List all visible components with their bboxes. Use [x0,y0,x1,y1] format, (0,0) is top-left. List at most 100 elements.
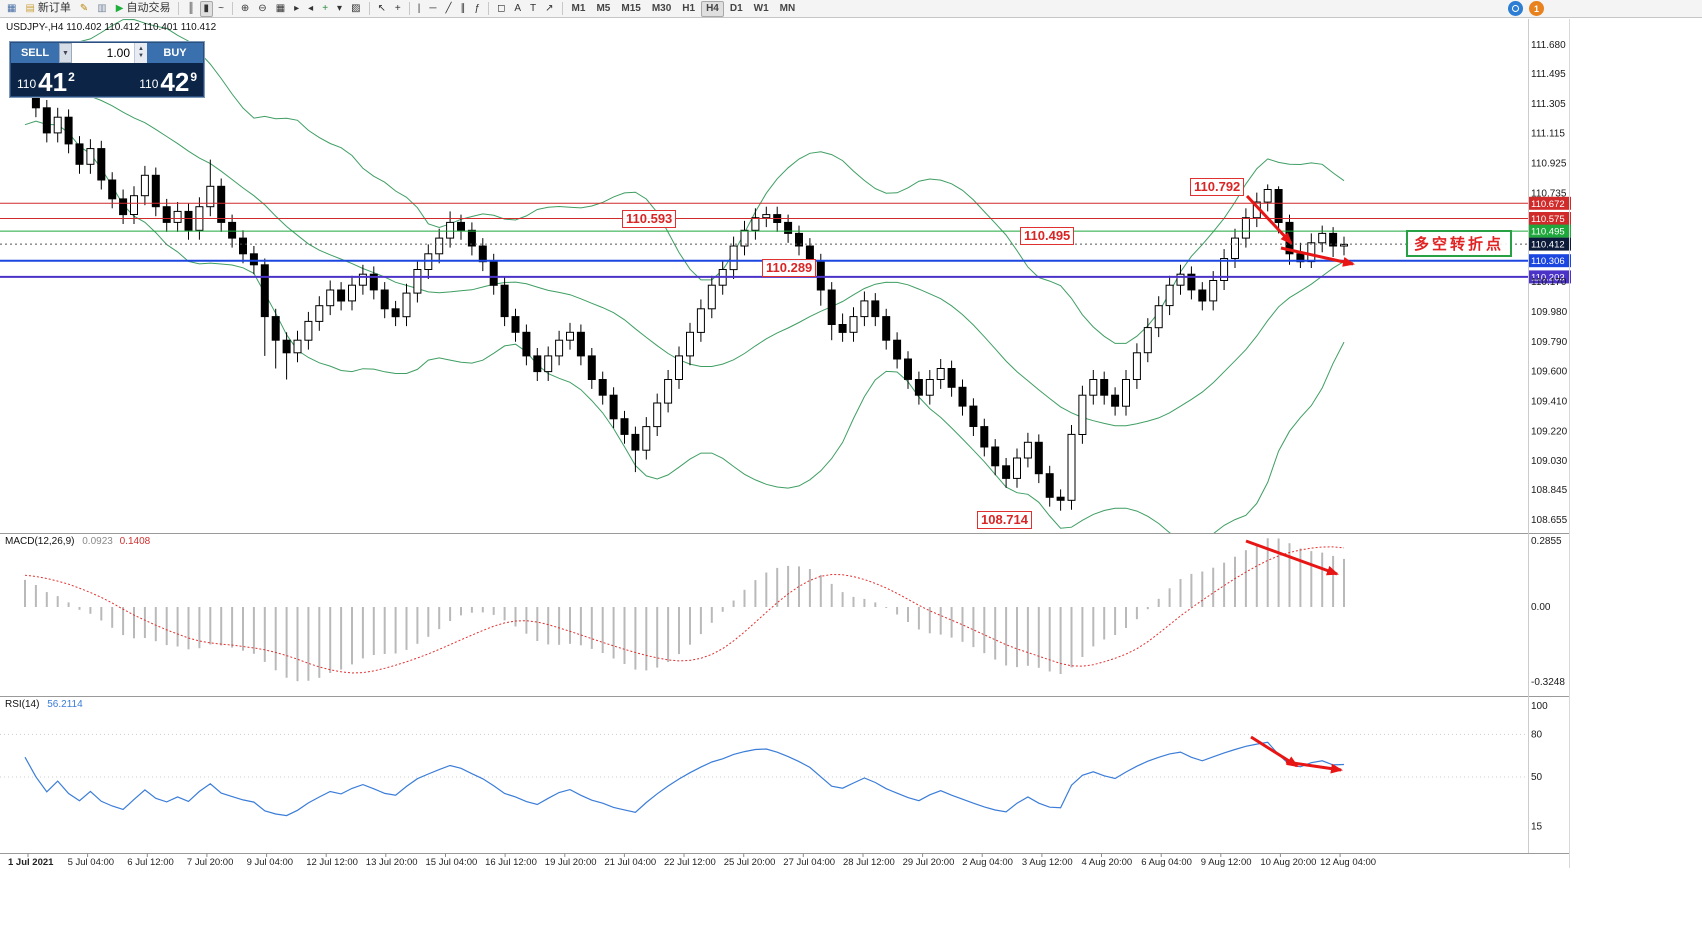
volume-steppers[interactable]: ▲ ▼ [134,43,147,63]
candle-body [522,331,531,357]
chip-bg [1529,237,1571,251]
rsi-panel-layer[interactable] [0,733,1528,817]
candle-body [707,284,716,310]
candle-body [446,221,455,239]
date-axis-label: 15 Jul 04:00 [426,857,478,868]
vertical-line-button[interactable]: | [414,1,425,17]
buy-button[interactable]: BUY [147,43,203,63]
zoom-in-button[interactable]: ⊕ [237,1,253,17]
rsi-axis-tick: 100 [1531,701,1548,712]
chart-bars-button[interactable]: ║ [183,1,198,17]
new-order-button[interactable]: ▤ 新订单 [21,1,74,17]
auto-scroll-button[interactable]: ▸ [290,1,303,17]
price-axis-chip: 110.412 [1529,237,1571,251]
arrows-button[interactable]: ↗ [541,1,557,17]
candle-body [1165,284,1174,307]
timeframe-h4[interactable]: H4 [701,0,724,17]
periods-icon: ▾ [337,2,343,14]
candle-body [249,253,258,266]
label-button[interactable]: T [526,1,540,17]
macd-indicator-label: MACD(12,26,9) 0.0923 0.1408 [5,536,150,547]
shapes-button[interactable]: ◻ [493,1,509,17]
chart-line-button[interactable]: ~ [214,1,228,17]
rsi-axis-tick: 50 [1531,772,1543,783]
templates-button[interactable]: ▨ [347,1,364,17]
chart-candles-button[interactable]: ▮ [199,0,214,17]
date-axis-label: 22 Jul 12:00 [664,857,716,868]
candle-body [555,339,564,357]
timeframe-h1[interactable]: H1 [677,1,700,17]
candle-body [860,300,869,318]
zoom-out-button[interactable]: ⊖ [254,1,270,17]
tile-windows-button[interactable]: ▦ [272,1,289,17]
sell-button[interactable]: SELL [11,43,59,63]
turning-point-annotation[interactable]: 多空转折点 [1406,230,1513,257]
timeframe-w1[interactable]: W1 [749,1,774,17]
candle-body [1034,441,1043,475]
timeframe-m30[interactable]: M30 [647,1,676,17]
candle-body [566,331,574,341]
volume-step-down-icon[interactable]: ▼ [138,53,144,59]
price-axis-tick: 111.305 [1531,99,1566,110]
timeframe-d1[interactable]: D1 [725,1,748,17]
horizontal-line-button[interactable]: ─ [425,1,440,17]
channel-button[interactable]: ∥ [457,1,470,17]
buy-price-pip: 9 [190,70,197,84]
timeframe-mn[interactable]: MN [775,1,801,17]
trend-arrow[interactable] [1245,194,1293,245]
buy-price-display[interactable]: 110 42 9 [139,69,197,96]
price-label-110.792[interactable]: 110.792 [1190,178,1245,196]
candle-body [97,148,106,181]
indicators-button[interactable]: + [318,1,332,17]
timeframe-h1-label: H1 [682,2,696,14]
price-label-108.714[interactable]: 108.714 [977,511,1032,529]
sell-price-display[interactable]: 110 41 2 [17,69,75,96]
price-label-110.593[interactable]: 110.593 [622,210,677,228]
candle-body [762,214,771,219]
chart-shift-button[interactable]: ◂ [304,1,317,17]
fibonacci-button[interactable]: ƒ [471,1,485,17]
periods-button[interactable]: ▾ [333,1,346,17]
market-watch-button[interactable]: ▥ [93,1,110,17]
metaeditor-button[interactable]: ✎ [76,1,92,17]
trend-arrow[interactable] [1245,539,1339,576]
volume-step-up-icon[interactable]: ▲ [138,46,144,53]
volume-dropdown-icon[interactable]: ▼ [59,43,72,63]
candle-body [816,261,825,291]
candle-body [827,289,836,325]
candle-body [435,237,444,255]
rsi-axis-tick: 15 [1531,822,1543,833]
chip-bg [1529,224,1571,238]
candle-body [348,284,356,302]
candle-body [936,368,945,380]
fibonacci-icon: ƒ [474,2,481,14]
candle-body [1013,457,1021,479]
price-axis-tick: 109.410 [1531,396,1568,407]
volume-input[interactable]: 1.00 [72,43,134,63]
price-axis-tick: 109.600 [1531,367,1568,378]
candle-body [228,221,237,239]
trendline-button[interactable]: ╱ [441,1,455,17]
timeframe-m1[interactable]: M1 [567,1,591,17]
trend-arrow[interactable] [1285,760,1343,774]
date-axis-label: 25 Jul 20:00 [724,857,776,868]
candle-body [871,300,880,318]
price-label-110.495[interactable]: 110.495 [1020,227,1075,245]
trend-arrow[interactable] [1280,246,1355,267]
notification-badge[interactable]: 1 [1529,1,1544,16]
main-chart-layer[interactable] [0,19,1528,543]
candle-body [130,195,138,215]
cursor-button[interactable]: ↖ [374,1,390,17]
timeframe-m15[interactable]: M15 [616,1,645,17]
macd-panel-layer[interactable] [24,538,1345,682]
price-label-110.289[interactable]: 110.289 [762,259,817,277]
date-axis-label: 4 Aug 20:00 [1082,857,1133,868]
candle-body [1209,280,1218,302]
search-icon[interactable] [1508,1,1523,16]
new-chart-button[interactable]: ▦ [3,1,20,17]
text-button[interactable]: A [510,1,525,17]
crosshair-button[interactable]: + [391,1,405,17]
timeframe-m5[interactable]: M5 [591,1,615,17]
autotrading-button[interactable]: ▶ 自动交易 [112,1,175,17]
